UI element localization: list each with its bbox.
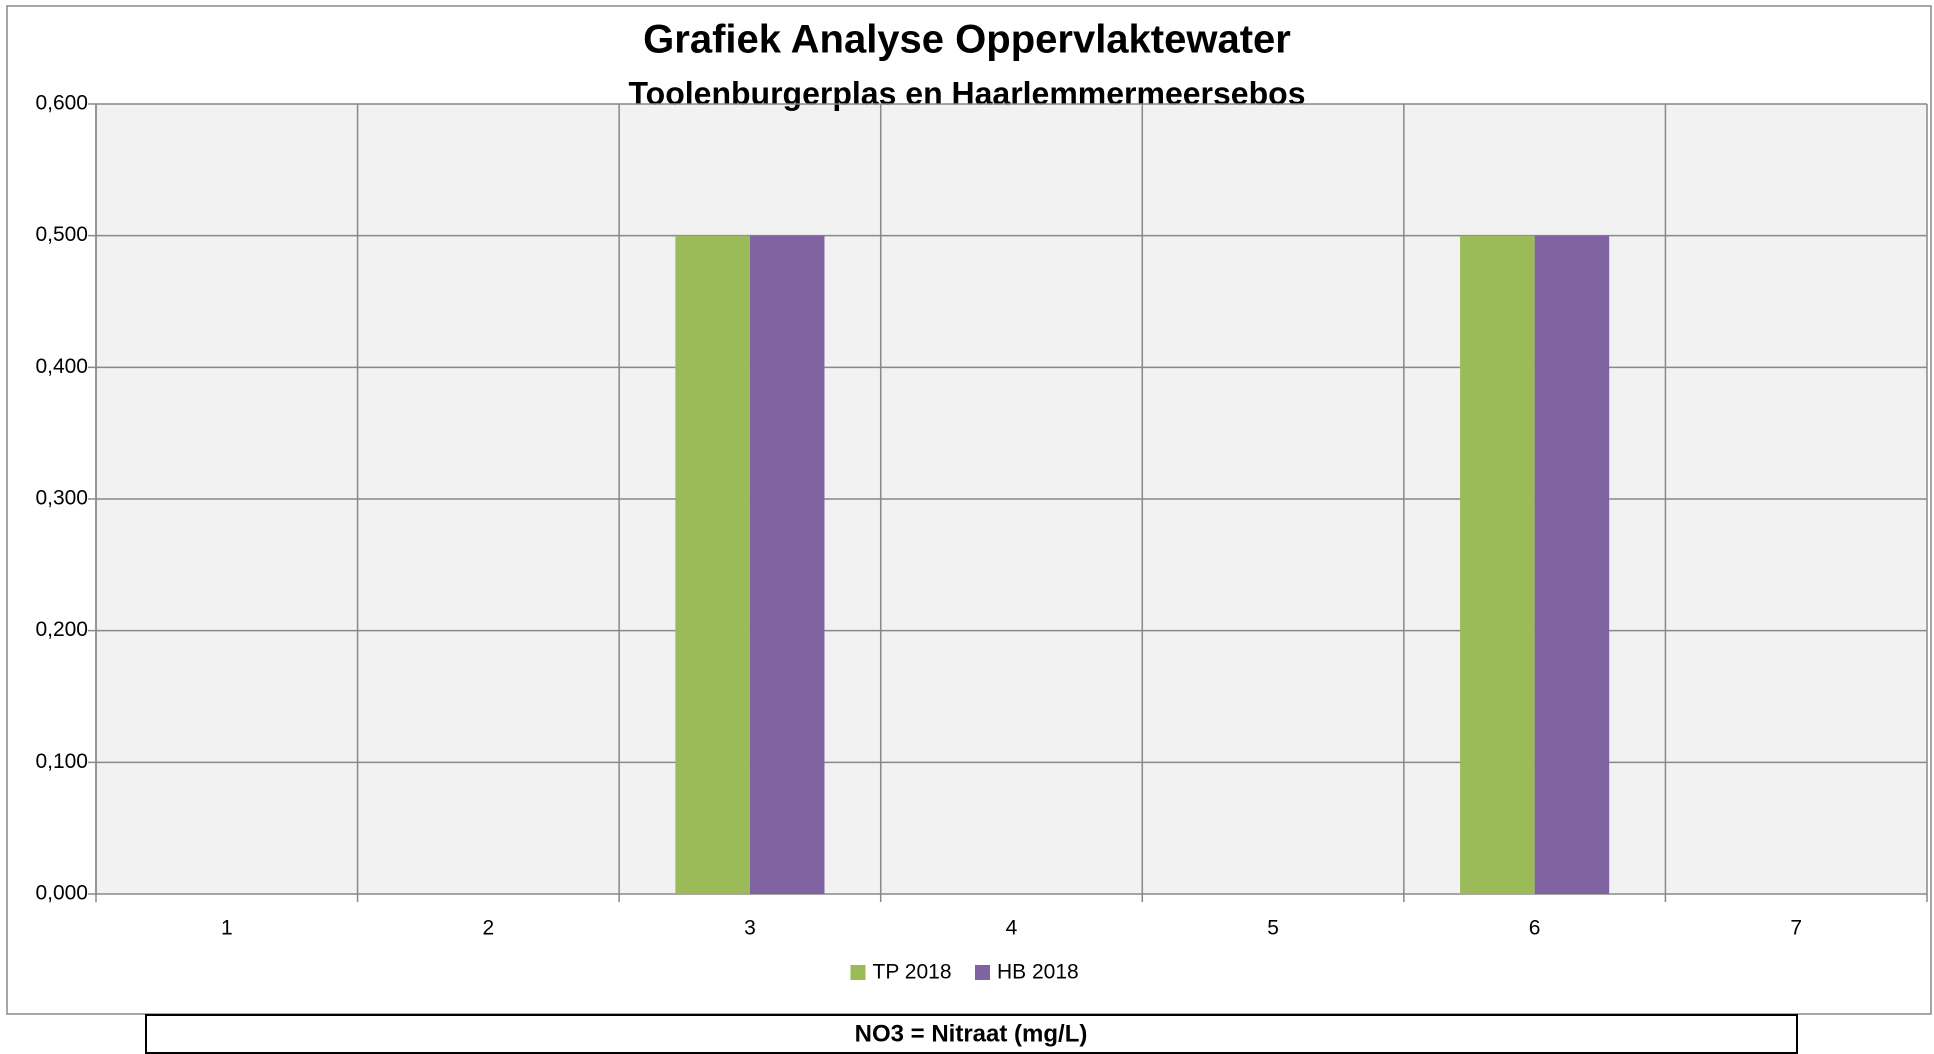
y-tick-label: 0,500 (35, 223, 88, 246)
chart-title: Grafiek Analyse Oppervlaktewater (643, 18, 1291, 62)
x-tick-label: 4 (1006, 917, 1018, 940)
legend-swatch (975, 965, 990, 980)
legend-label: HB 2018 (997, 961, 1079, 984)
bar (675, 235, 750, 894)
x-tick-label: 1 (221, 917, 233, 940)
x-tick-label: 2 (483, 917, 495, 940)
y-tick-label: 0,200 (35, 618, 88, 641)
x-tick-label: 5 (1267, 917, 1279, 940)
x-tick-label: 7 (1790, 917, 1802, 940)
y-tick-label: 0,300 (35, 487, 88, 510)
y-tick-label: 0,000 (35, 882, 88, 905)
y-tick-label: 0,600 (35, 92, 88, 115)
y-tick-label: 0,100 (35, 750, 88, 773)
legend-swatch (850, 965, 866, 980)
note: NO3 = Nitraat (mg/L) (855, 1020, 1088, 1047)
x-tick-label: 6 (1529, 917, 1541, 940)
bar (1460, 235, 1535, 894)
x-tick-label: 3 (744, 917, 756, 940)
legend-label: TP 2018 (873, 961, 952, 984)
bar (1534, 235, 1610, 894)
bar (749, 235, 825, 894)
chart-subtitle: Toolenburgerplas en Haarlemmermeersebos (629, 75, 1306, 111)
note-box (145, 1014, 1798, 1054)
y-tick-label: 0,400 (35, 355, 88, 378)
